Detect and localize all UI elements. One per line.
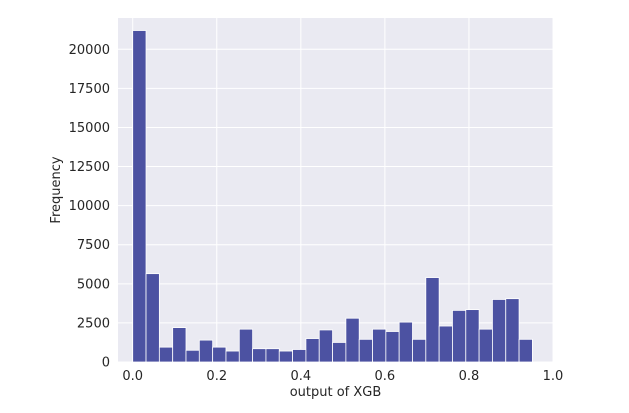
histogram-bar xyxy=(198,339,214,363)
y-gridlines xyxy=(118,48,553,363)
y-tick-label: 10000 xyxy=(69,199,110,214)
histogram-bar xyxy=(385,331,400,363)
histogram-bar xyxy=(132,30,147,363)
x-tick-label: 0.4 xyxy=(290,369,311,384)
histogram-bar xyxy=(478,328,493,363)
x-tick-label: 0.2 xyxy=(206,369,227,384)
plot-area xyxy=(118,18,553,362)
histogram-bar xyxy=(465,309,480,363)
histogram-bar xyxy=(145,273,160,363)
histogram-bar xyxy=(265,348,280,363)
histogram-bar xyxy=(252,348,267,363)
histogram-bar xyxy=(332,342,347,363)
histogram-bar xyxy=(305,338,320,363)
histogram-bar xyxy=(225,350,240,363)
histogram-bar xyxy=(425,277,440,363)
histogram-bar xyxy=(505,298,520,363)
x-tick-label: 0.0 xyxy=(122,369,143,384)
histogram-bar xyxy=(212,346,227,363)
histogram-bar xyxy=(452,309,467,363)
y-tick-label: 20000 xyxy=(69,43,110,58)
x-tick-label: 0.6 xyxy=(375,369,396,384)
y-tick-label: 15000 xyxy=(69,121,110,136)
x-axis-label: output of XGB xyxy=(290,385,382,400)
y-tick-label: 7500 xyxy=(77,238,110,253)
histogram-bar xyxy=(412,338,427,363)
y-tick-label: 0 xyxy=(102,356,110,371)
histogram-bar xyxy=(518,338,533,363)
histogram-bar xyxy=(372,328,387,363)
histogram-bar xyxy=(278,350,293,363)
x-tick-label: 1.0 xyxy=(543,369,564,384)
histogram-bar xyxy=(318,329,333,363)
histogram-bar xyxy=(438,325,453,363)
y-tick-label: 2500 xyxy=(77,316,110,331)
histogram-bar xyxy=(292,349,307,363)
x-tick-label: 0.8 xyxy=(459,369,480,384)
y-tick-label: 5000 xyxy=(77,277,110,292)
histogram-bar xyxy=(398,321,413,363)
histogram-bar xyxy=(492,299,507,363)
histogram-bar xyxy=(345,317,360,363)
histogram-bar xyxy=(158,346,174,363)
histogram-bars xyxy=(132,30,533,363)
histogram-bar xyxy=(238,328,254,363)
histogram-bar xyxy=(358,338,373,363)
y-axis-label: Frequency xyxy=(49,156,64,223)
histogram-bar xyxy=(185,349,200,363)
x-tick-labels: 0.0 0.2 0.4 0.6 0.8 1.0 xyxy=(122,369,563,384)
y-tick-labels: 0 2500 5000 7500 10000 12500 15000 17500 20000 xyxy=(69,43,110,371)
y-tick-label: 12500 xyxy=(69,160,110,175)
histogram-bar xyxy=(172,327,187,363)
y-tick-label: 17500 xyxy=(69,82,110,97)
